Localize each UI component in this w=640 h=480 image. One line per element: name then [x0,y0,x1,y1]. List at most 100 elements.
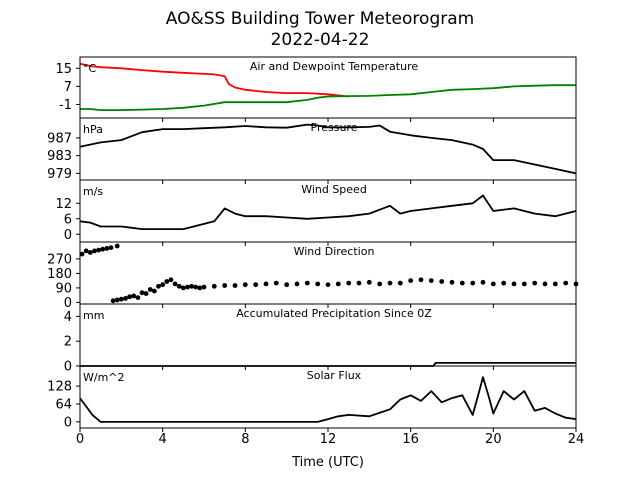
panel-1-title: Pressure [311,121,358,134]
panel-3-point [164,279,170,284]
panel-3-point [168,277,174,283]
panel-3-point [87,250,93,255]
panel-5-series-line-0 [79,376,577,423]
panel-1-ytick-label: 979 [47,167,72,182]
panel-0-ytick-label: 7 [64,80,72,95]
panel-1: 979 983 987 Pressure hPa [47,117,577,184]
x-axis-label: Time (UTC) [291,455,364,470]
panel-3-point [114,243,120,249]
panel-3-ytick-label: 0 [64,296,72,311]
panel-0-unit-label: °C [83,62,97,75]
panel-2-ytick-label: 0 [64,228,72,243]
panel-3-point [118,296,124,302]
panel-3-point [96,247,101,253]
figure-title-line2: 2022-04-22 [271,30,370,50]
panel-3-point [222,283,228,288]
panel-3-point [139,290,145,296]
panel-3-point [511,281,517,287]
panel-3-point [428,278,434,283]
panel-3-point [232,283,238,288]
panel-3-point [418,277,424,283]
panel-0-series-line-1 [80,84,576,111]
panel-3-point [294,281,300,287]
x-tick-label: 4 [159,432,167,447]
panel-3-point [480,279,486,285]
panel-3-point [114,297,120,303]
panel-2-ytick-label: 12 [55,197,72,212]
panel-3-point [501,280,507,286]
x-tick-label: 16 [402,432,419,447]
panel-3-point [470,280,476,286]
panel-3-ytick-label: 270 [47,252,72,267]
panel-3-point [193,284,199,290]
panel-2-title: Wind Speed [301,183,367,196]
panel-3-point [387,280,393,286]
figure-title-line1: AO&SS Building Tower Meteorogram [166,9,474,29]
panel-3-point [490,281,496,287]
panel-3-point [147,287,153,292]
x-tick-label: 12 [320,432,337,447]
panel-3-point [356,280,362,286]
panel-3-point [135,295,141,300]
panel-3-point [185,284,190,290]
panel-0-series-line-0 [79,62,349,98]
panel-3-point [108,245,114,251]
panel-3-point [211,283,217,289]
x-axis: 0 4 8 12 16 20 24 [76,432,584,447]
x-tick-label: 20 [485,432,502,447]
panel-4-ytick-label: 0 [64,360,72,375]
panel-3-ytick-label: 180 [47,267,72,282]
panel-3-point [449,279,455,285]
panel-3-point [189,283,195,289]
panel-3-point [123,296,128,301]
panel-3-point [408,278,414,283]
panel-1-unit-label: hPa [83,123,103,136]
panel-4-ytick-label: 2 [64,335,72,350]
panels-group: -1 7 15 Air and Dewpoint Temperature °C 979 98… [47,56,579,432]
panel-3-point [110,298,116,304]
panel-3-point [366,279,372,285]
panel-3-point [152,288,157,294]
panel-3-point [325,282,331,288]
panel-0-ytick-label: 15 [55,62,72,77]
panel-3-point [253,282,259,288]
panel-5-unit-label: W/m^2 [83,371,125,384]
panel-3-point [197,285,203,291]
panel-3-point [284,282,290,288]
panel-3-point [180,285,186,291]
panel-3-point [131,293,137,299]
panel-3-ytick-label: 90 [55,281,72,296]
panel-3-point [335,281,341,287]
panel-4-unit-label: mm [83,309,104,322]
panel-5: 0 64 128 Solar Flux W/m^2 [47,365,577,432]
panel-3-point [92,248,97,254]
panel-2-unit-label: m/s [83,185,103,198]
panel-0: -1 7 15 Air and Dewpoint Temperature °C [55,56,577,122]
panel-4-ytick-label: 4 [64,310,72,325]
panel-3-point [104,246,110,251]
panel-1-ytick-label: 983 [47,149,72,164]
panel-2-ytick-label: 6 [64,212,72,227]
panel-0-title: Air and Dewpoint Temperature [250,60,418,73]
panel-3-point [315,281,321,287]
panel-3-point [160,282,166,288]
panel-3-point [263,281,269,287]
panel-3-point [201,284,207,290]
panel-1-series-line-0 [79,123,577,175]
panel-3-point [79,251,85,257]
x-tick-label: 0 [76,432,84,447]
panel-3-point [563,280,569,286]
panel-3-point [377,281,383,287]
panel-5-ytick-label: 128 [47,380,72,395]
panel-3-title: Wind Direction [294,245,375,258]
panel-0-ytick-label: -1 [59,98,72,113]
panel-3-point [346,280,352,286]
panel-5-title: Solar Flux [307,369,362,382]
panel-3-point [542,281,548,287]
panel-3-point [83,248,89,254]
panel-3-point [176,283,182,289]
panel-2-series-line-0 [79,194,577,231]
